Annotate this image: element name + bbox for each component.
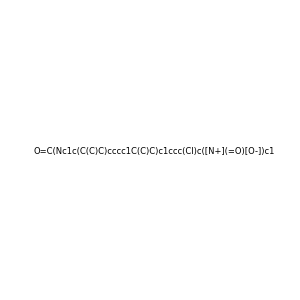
Text: O=C(Nc1c(C(C)C)cccc1C(C)C)c1ccc(Cl)c([N+](=O)[O-])c1: O=C(Nc1c(C(C)C)cccc1C(C)C)c1ccc(Cl)c([N+… [33,147,274,156]
